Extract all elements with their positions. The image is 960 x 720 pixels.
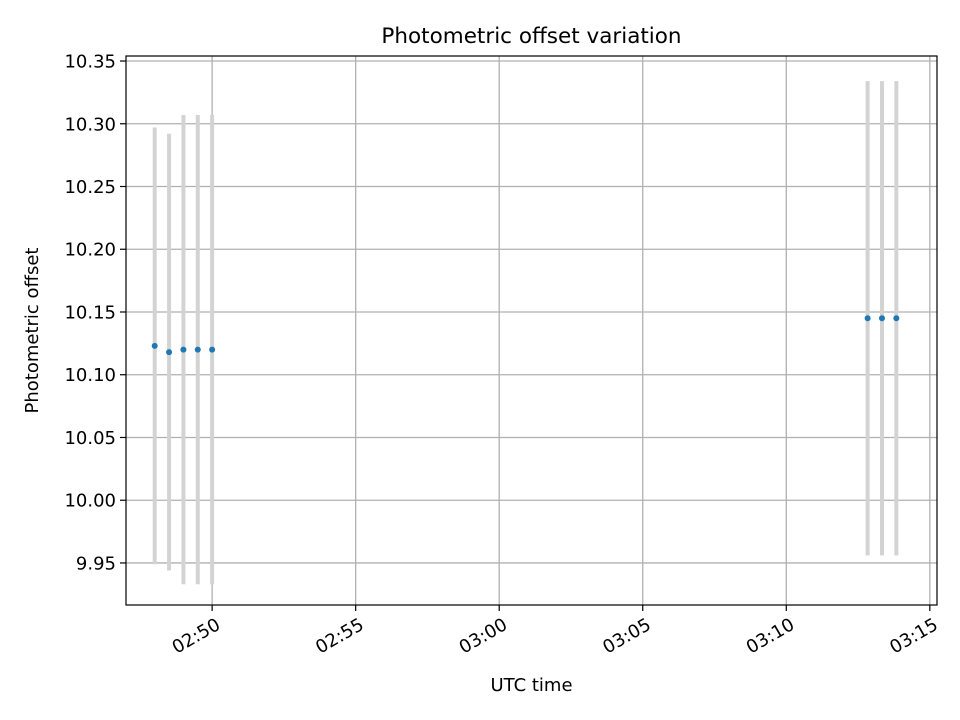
- data-point: [166, 349, 173, 356]
- data-point: [151, 342, 158, 349]
- data-point: [893, 315, 900, 322]
- y-tick-label: 10.30: [64, 114, 116, 135]
- y-tick-label: 10.00: [64, 491, 116, 512]
- chart-title: Photometric offset variation: [381, 24, 681, 49]
- data-point: [209, 346, 216, 353]
- y-axis-label: Photometric offset: [22, 248, 43, 414]
- data-point: [878, 315, 885, 322]
- y-tick-label: 9.95: [76, 553, 116, 574]
- y-tick-label: 10.20: [64, 240, 116, 261]
- y-tick-label: 10.35: [64, 52, 116, 73]
- y-axis-ticks: 9.95 10.00 10.05 10.10 10.15 10.20 10.25 10.30 1…: [64, 52, 126, 574]
- data-points: [151, 315, 900, 356]
- y-tick-label: 10.10: [64, 365, 116, 386]
- y-tick-label: 10.25: [64, 177, 116, 198]
- plot-frame: [125, 55, 938, 606]
- data-point: [194, 346, 201, 353]
- grid-lines: [126, 56, 937, 605]
- y-tick-label: 10.15: [64, 302, 116, 323]
- x-axis-label: UTC time: [490, 675, 572, 696]
- data-point: [180, 346, 187, 353]
- y-tick-label: 10.05: [64, 428, 116, 449]
- data-point: [864, 315, 871, 322]
